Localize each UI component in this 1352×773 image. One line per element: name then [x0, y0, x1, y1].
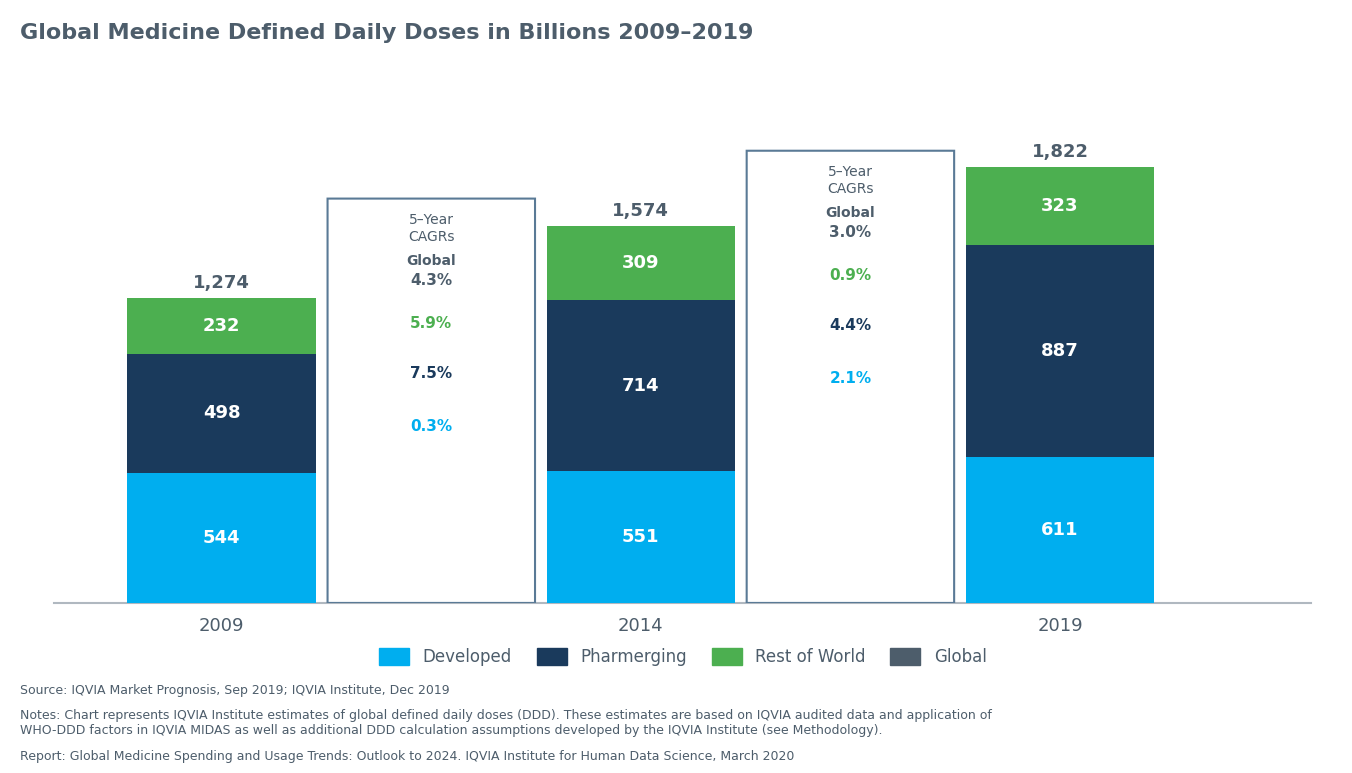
Text: 714: 714	[622, 376, 660, 395]
Text: 551: 551	[622, 528, 660, 546]
Bar	[546, 471, 735, 603]
Text: 4.4%: 4.4%	[829, 318, 872, 333]
Legend: Developed, Pharmerging, Rest of World, Global: Developed, Pharmerging, Rest of World, G…	[372, 641, 994, 673]
Text: 498: 498	[203, 404, 241, 422]
Text: Source: IQVIA Market Prognosis, Sep 2019; IQVIA Institute, Dec 2019: Source: IQVIA Market Prognosis, Sep 2019…	[20, 684, 450, 697]
Text: Notes: Chart represents IQVIA Institute estimates of global defined daily doses : Notes: Chart represents IQVIA Institute …	[20, 709, 992, 737]
Text: 5–Year
CAGRs: 5–Year CAGRs	[408, 213, 454, 244]
Bar	[546, 300, 735, 471]
FancyBboxPatch shape	[746, 151, 955, 603]
Text: 0.3%: 0.3%	[410, 419, 453, 434]
Text: 611: 611	[1041, 521, 1079, 539]
Bar	[127, 353, 316, 473]
Text: 2.1%: 2.1%	[829, 371, 872, 386]
Text: Global: Global	[407, 254, 456, 267]
Text: 5–Year
CAGRs: 5–Year CAGRs	[827, 165, 873, 196]
Text: 1,574: 1,574	[612, 203, 669, 220]
Text: 309: 309	[622, 254, 660, 272]
Text: 544: 544	[203, 529, 241, 547]
Text: 1,274: 1,274	[193, 274, 250, 292]
Bar	[965, 167, 1155, 244]
Text: Global: Global	[826, 206, 875, 220]
Bar	[127, 473, 316, 603]
Text: 887: 887	[1041, 342, 1079, 359]
Text: 1,822: 1,822	[1032, 143, 1088, 161]
Text: Global Medicine Defined Daily Doses in Billions 2009–2019: Global Medicine Defined Daily Doses in B…	[20, 23, 753, 43]
Bar	[127, 298, 316, 353]
FancyBboxPatch shape	[327, 199, 535, 603]
Text: 323: 323	[1041, 197, 1079, 215]
Text: 232: 232	[203, 317, 241, 335]
Text: Report: Global Medicine Spending and Usage Trends: Outlook to 2024. IQVIA Instit: Report: Global Medicine Spending and Usa…	[20, 750, 795, 763]
Bar	[965, 457, 1155, 603]
Bar	[965, 244, 1155, 457]
Text: 3.0%: 3.0%	[829, 225, 872, 240]
Text: 7.5%: 7.5%	[410, 366, 453, 381]
Bar	[546, 226, 735, 300]
Text: 5.9%: 5.9%	[410, 316, 453, 331]
Text: 0.9%: 0.9%	[829, 268, 872, 283]
Text: 4.3%: 4.3%	[410, 273, 453, 288]
